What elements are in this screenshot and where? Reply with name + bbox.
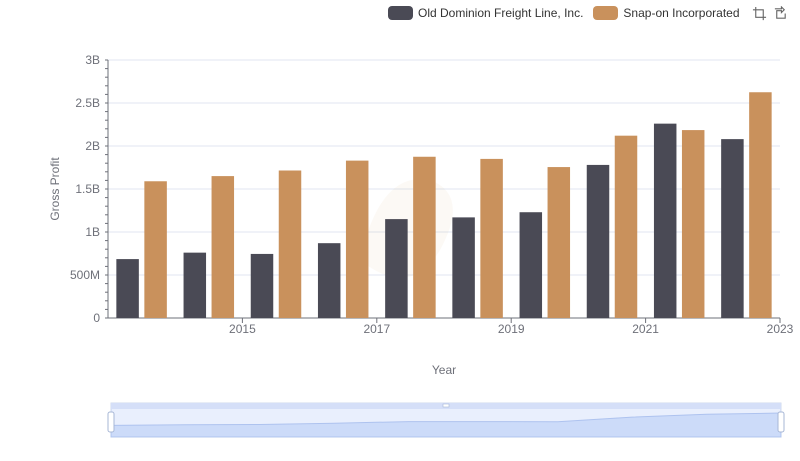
legend-label-old-dominion: Old Dominion Freight Line, Inc. — [418, 6, 584, 20]
legend-item-old-dominion[interactable]: Old Dominion Freight Line, Inc. — [388, 6, 583, 20]
zoom-icon[interactable] — [752, 6, 767, 21]
x-tick-label: 2017 — [363, 322, 390, 336]
data-zoom-right-handle[interactable] — [777, 411, 785, 433]
data-zoom-left-handle[interactable] — [107, 411, 115, 433]
x-axis: 2015 2017 2019 2021 2023 — [108, 317, 794, 336]
x-tick-label: 2021 — [632, 322, 659, 336]
bar-old-dominion-2018[interactable] — [385, 219, 408, 318]
bar-old-dominion-2016[interactable] — [250, 253, 274, 318]
bar-snap-on-2022[interactable] — [681, 130, 705, 318]
legend: Old Dominion Freight Line, Inc. Snap-on … — [388, 4, 750, 22]
bar-snap-on-2014[interactable] — [144, 181, 167, 318]
bars — [116, 92, 772, 318]
data-zoom-move-grip[interactable] — [442, 403, 450, 408]
legend-swatch-snap-on — [593, 6, 619, 20]
bar-old-dominion-2017[interactable] — [317, 243, 341, 318]
bar-snap-on-2015[interactable] — [211, 176, 235, 318]
bar-snap-on-2018[interactable] — [413, 156, 436, 318]
bar-old-dominion-2015[interactable] — [183, 252, 207, 318]
y-tick-label: 3B — [85, 53, 100, 67]
y-tick-label: 2B — [85, 139, 100, 153]
legend-swatch-old-dominion — [388, 6, 413, 20]
x-tick-label: 2019 — [498, 322, 525, 336]
x-axis-title: Year — [432, 363, 456, 377]
bar-snap-on-2021[interactable] — [614, 135, 638, 318]
y-tick-label: 0 — [93, 311, 100, 325]
gridlines — [108, 59, 780, 276]
data-zoom-slider[interactable] — [107, 402, 785, 438]
bar-snap-on-2023[interactable] — [749, 92, 772, 318]
bar-old-dominion-2020[interactable] — [519, 212, 543, 318]
bar-old-dominion-2022[interactable] — [653, 123, 677, 318]
x-tick-label: 2023 — [767, 322, 794, 336]
bar-snap-on-2016[interactable] — [278, 170, 302, 318]
toolbox — [746, 6, 788, 21]
legend-label-snap-on: Snap-on Incorporated — [623, 6, 740, 20]
legend-item-snap-on[interactable]: Snap-on Incorporated — [593, 6, 740, 20]
bar-snap-on-2017[interactable] — [345, 160, 369, 318]
zoom-reset-icon[interactable] — [773, 6, 788, 21]
bar-snap-on-2020[interactable] — [547, 167, 571, 318]
y-tick-label: 1.5B — [75, 182, 100, 196]
bar-old-dominion-2019[interactable] — [452, 217, 475, 318]
x-tick-label: 2015 — [229, 322, 256, 336]
bar-old-dominion-2023[interactable] — [721, 139, 744, 318]
y-tick-label: 1B — [85, 225, 100, 239]
bar-old-dominion-2014[interactable] — [116, 259, 139, 318]
bar-old-dominion-2021[interactable] — [586, 164, 610, 318]
y-axis-title: Gross Profit — [48, 157, 62, 221]
bar-snap-on-2019[interactable] — [480, 158, 503, 318]
y-axis: 0 500M 1B 1.5B 2B 2.5B 3B — [70, 53, 109, 325]
y-tick-label: 500M — [70, 268, 100, 282]
y-tick-label: 2.5B — [75, 96, 100, 110]
